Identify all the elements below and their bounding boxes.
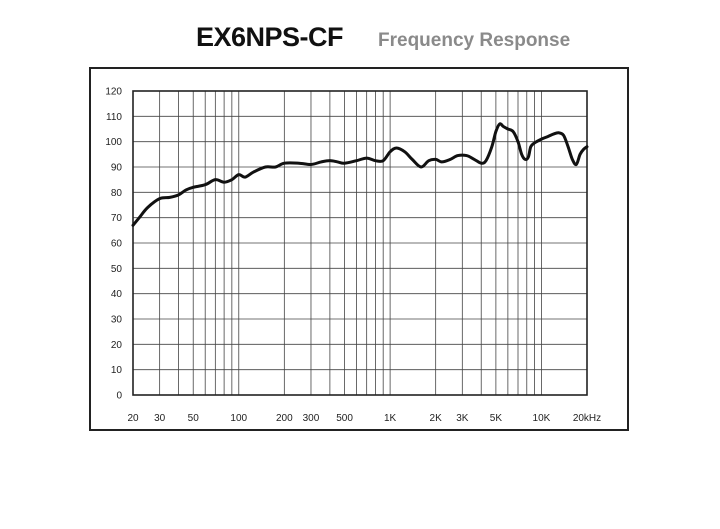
frequency-response-line <box>131 122 589 227</box>
y-tick-label: 0 <box>116 391 122 402</box>
chart-title: EX6NPS-CF <box>196 22 344 52</box>
x-tick-label: 1K <box>384 413 397 424</box>
x-tick-label: 500 <box>336 413 353 424</box>
x-tick-label: 50 <box>188 413 200 424</box>
y-tick-label: 120 <box>105 87 122 98</box>
y-tick-label: 10 <box>111 365 123 376</box>
y-axis-tick-labels: 0 10 20 30 40 50 60 70 80 90 100 110 120 <box>105 87 122 402</box>
grid-lines <box>132 90 588 396</box>
x-tick-label: 20kHz <box>573 413 601 424</box>
x-tick-label: 5K <box>490 413 503 424</box>
chart-subtitle: Frequency Response <box>378 30 571 51</box>
x-tick-label: 30 <box>154 413 166 424</box>
x-tick-label: 20 <box>127 413 139 424</box>
y-tick-label: 90 <box>111 163 123 174</box>
y-tick-label: 30 <box>111 315 123 326</box>
x-axis-tick-labels: 20 30 50 100 200 300 500 1K 2K 3K 5K 10K 20kHz <box>127 413 601 424</box>
x-tick-label: 100 <box>230 413 247 424</box>
chart-frame <box>89 67 629 431</box>
y-tick-label: 100 <box>105 137 122 148</box>
y-tick-label: 70 <box>111 213 123 224</box>
x-tick-label: 10K <box>533 413 551 424</box>
y-tick-label: 20 <box>111 340 123 351</box>
plot-area <box>131 122 589 227</box>
x-tick-label: 300 <box>303 413 320 424</box>
x-tick-label: 3K <box>456 413 469 424</box>
y-tick-label: 80 <box>111 188 123 199</box>
plot-border <box>132 90 588 396</box>
y-tick-label: 40 <box>111 289 123 300</box>
y-tick-label: 60 <box>111 239 123 250</box>
y-tick-label: 110 <box>106 112 122 123</box>
x-tick-label: 200 <box>276 413 293 424</box>
x-tick-label: 2K <box>430 413 443 424</box>
y-tick-label: 50 <box>111 264 123 275</box>
